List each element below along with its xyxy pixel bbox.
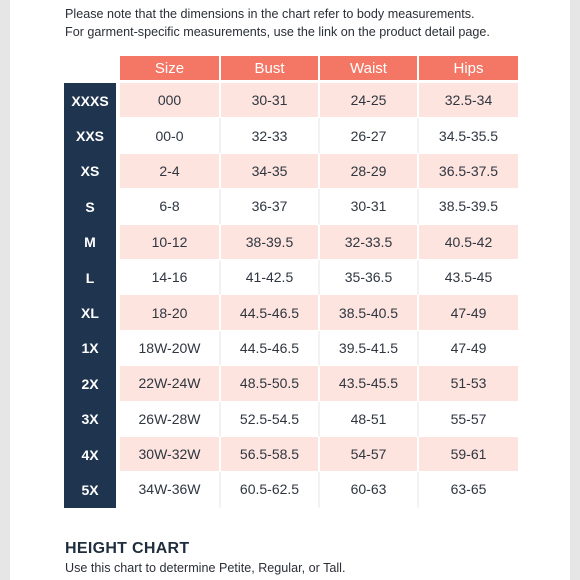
cell-size: 18W-20W	[120, 330, 221, 367]
cell-hips: 51-53	[419, 366, 518, 402]
table-row: 00-0 32-33 26-27 34.5-35.5	[120, 118, 518, 154]
table-row: 18W-20W 44.5-46.5 39.5-41.5 47-49	[120, 330, 518, 367]
table-row: 18-20 44.5-46.5 38.5-40.5 47-49	[120, 295, 518, 331]
cell-bust: 36-37	[221, 189, 320, 225]
cell-hips: 55-57	[419, 401, 518, 437]
cell-hips: 36.5-37.5	[419, 153, 518, 190]
size-chart-table: Size Bust Waist Hips XXXS XXS XS S M L XL 1X 2X 3…	[64, 56, 518, 508]
cell-bust: 30-31	[221, 83, 320, 119]
size-label: 2X	[81, 375, 99, 392]
cell-size: 00-0	[120, 118, 221, 154]
cell-size: 000	[120, 83, 221, 119]
header-size: Size	[120, 56, 221, 80]
cell-size: 6-8	[120, 189, 221, 225]
note-line-2: For garment-specific measurements, use t…	[65, 25, 490, 39]
size-label: XXS	[75, 128, 104, 145]
cell-waist: 43.5-45.5	[320, 366, 419, 402]
cell-hips: 32.5-34	[419, 83, 518, 119]
right-frame-edge	[570, 0, 580, 580]
cell-waist: 35-36.5	[320, 259, 419, 296]
cell-size: 14-16	[120, 259, 221, 296]
size-label: L	[85, 269, 95, 286]
cell-waist: 28-29	[320, 153, 419, 190]
size-label: 5X	[81, 481, 99, 498]
size-label: 3X	[81, 411, 99, 428]
table-row: 26W-28W 52.5-54.5 48-51 55-57	[120, 401, 518, 437]
cell-size: 10-12	[120, 224, 221, 260]
cell-waist: 26-27	[320, 118, 419, 154]
table-row: 2-4 34-35 28-29 36.5-37.5	[120, 153, 518, 190]
cell-bust: 44.5-46.5	[221, 295, 320, 331]
size-label: XXXS	[71, 92, 109, 109]
cell-bust: 38-39.5	[221, 224, 320, 260]
table-row: 6-8 36-37 30-31 38.5-39.5	[120, 189, 518, 225]
cell-waist: 48-51	[320, 401, 419, 437]
cell-waist: 30-31	[320, 189, 419, 225]
cell-hips: 47-49	[419, 330, 518, 367]
cell-size: 26W-28W	[120, 401, 221, 437]
table-row: 34W-36W 60.5-62.5 60-63 63-65	[120, 472, 518, 508]
header-waist: Waist	[320, 56, 419, 80]
cell-hips: 40.5-42	[419, 224, 518, 260]
cell-waist: 38.5-40.5	[320, 295, 419, 331]
cell-bust: 56.5-58.5	[221, 436, 320, 473]
cell-size: 2-4	[120, 153, 221, 190]
cell-size: 34W-36W	[120, 472, 221, 508]
table-row: 14-16 41-42.5 35-36.5 43.5-45	[120, 259, 518, 296]
size-label: XL	[81, 305, 99, 322]
cell-hips: 34.5-35.5	[419, 118, 518, 154]
size-label: 4X	[81, 446, 99, 463]
measurement-note: Please note that the dimensions in the c…	[65, 5, 545, 41]
cell-hips: 63-65	[419, 472, 518, 508]
size-label: 1X	[81, 340, 99, 357]
cell-size: 22W-24W	[120, 366, 221, 402]
cell-waist: 39.5-41.5	[320, 330, 419, 367]
height-chart-subtitle: Use this chart to determine Petite, Regu…	[65, 561, 346, 575]
cell-hips: 38.5-39.5	[419, 189, 518, 225]
cell-bust: 34-35	[221, 153, 320, 190]
table-row: 000 30-31 24-25 32.5-34	[120, 83, 518, 119]
cell-hips: 43.5-45	[419, 259, 518, 296]
table-row: 30W-32W 56.5-58.5 54-57 59-61	[120, 436, 518, 473]
cell-bust: 32-33	[221, 118, 320, 154]
cell-bust: 44.5-46.5	[221, 330, 320, 367]
size-label-column: XXXS XXS XS S M L XL 1X 2X 3X 4X 5X	[64, 83, 116, 508]
cell-waist: 60-63	[320, 472, 419, 508]
cell-bust: 60.5-62.5	[221, 472, 320, 508]
size-label: M	[84, 234, 96, 251]
size-label: XS	[80, 163, 100, 180]
cell-waist: 54-57	[320, 436, 419, 473]
cell-size: 30W-32W	[120, 436, 221, 473]
table-row: 10-12 38-39.5 32-33.5 40.5-42	[120, 224, 518, 260]
cell-hips: 59-61	[419, 436, 518, 473]
cell-hips: 47-49	[419, 295, 518, 331]
table-header-row: Size Bust Waist Hips	[120, 56, 518, 80]
height-chart-title: HEIGHT CHART	[65, 540, 190, 557]
note-line-1: Please note that the dimensions in the c…	[65, 7, 475, 21]
cell-waist: 24-25	[320, 83, 419, 119]
cell-size: 18-20	[120, 295, 221, 331]
cell-bust: 52.5-54.5	[221, 401, 320, 437]
left-frame-edge	[0, 0, 10, 580]
header-hips: Hips	[419, 56, 518, 80]
cell-bust: 41-42.5	[221, 259, 320, 296]
table-rows: 000 30-31 24-25 32.5-34 00-0 32-33 26-27 34.5-3…	[120, 83, 518, 508]
header-bust: Bust	[221, 56, 320, 80]
cell-waist: 32-33.5	[320, 224, 419, 260]
table-row: 22W-24W 48.5-50.5 43.5-45.5 51-53	[120, 366, 518, 402]
table-body: XXXS XXS XS S M L XL 1X 2X 3X 4X 5X 000 30-31 24-25 32…	[64, 83, 518, 508]
size-label: S	[85, 198, 95, 215]
cell-bust: 48.5-50.5	[221, 366, 320, 402]
